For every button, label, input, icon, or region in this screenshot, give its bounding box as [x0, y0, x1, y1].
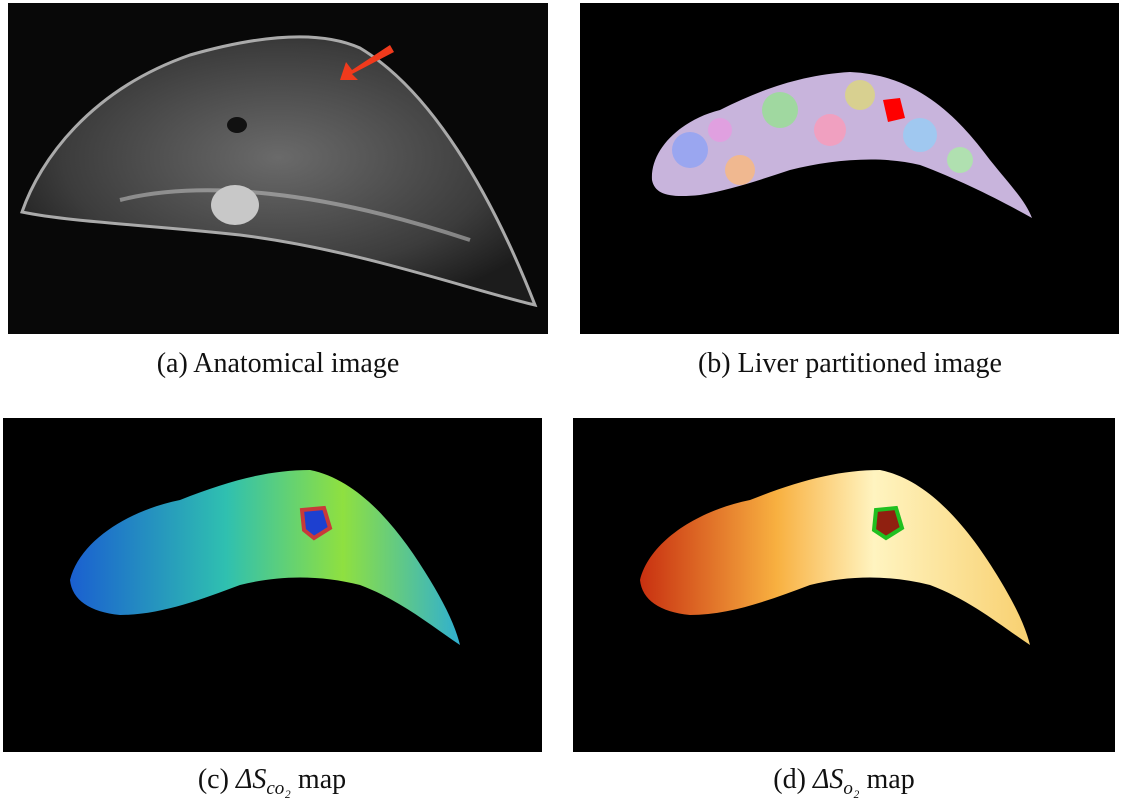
caption-text: Liver partitioned image — [738, 348, 1002, 379]
caption-symbol: ΔS — [235, 764, 266, 795]
caption-text: map — [866, 764, 914, 795]
caption-symbol: ΔS — [812, 764, 843, 795]
caption: (d) ΔSo₂ map — [773, 764, 914, 799]
caption-label: (d) — [773, 764, 806, 795]
caption-subscript: co₂ — [266, 778, 291, 799]
caption-text: Anatomical image — [193, 348, 399, 379]
caption: (c) ΔSco₂ map — [198, 764, 346, 799]
caption-subscript: o₂ — [843, 778, 860, 799]
panel-d — [573, 418, 1115, 752]
caption-label: (c) — [198, 764, 229, 795]
panel-b — [580, 3, 1119, 334]
caption-label: (a) — [157, 348, 188, 379]
caption-label: (b) — [698, 348, 731, 379]
panel-c — [3, 418, 542, 752]
panel-a — [8, 3, 548, 334]
caption: (a) Anatomical image — [157, 348, 400, 379]
caption-text: map — [298, 764, 346, 795]
caption: (b) Liver partitioned image — [698, 348, 1002, 379]
